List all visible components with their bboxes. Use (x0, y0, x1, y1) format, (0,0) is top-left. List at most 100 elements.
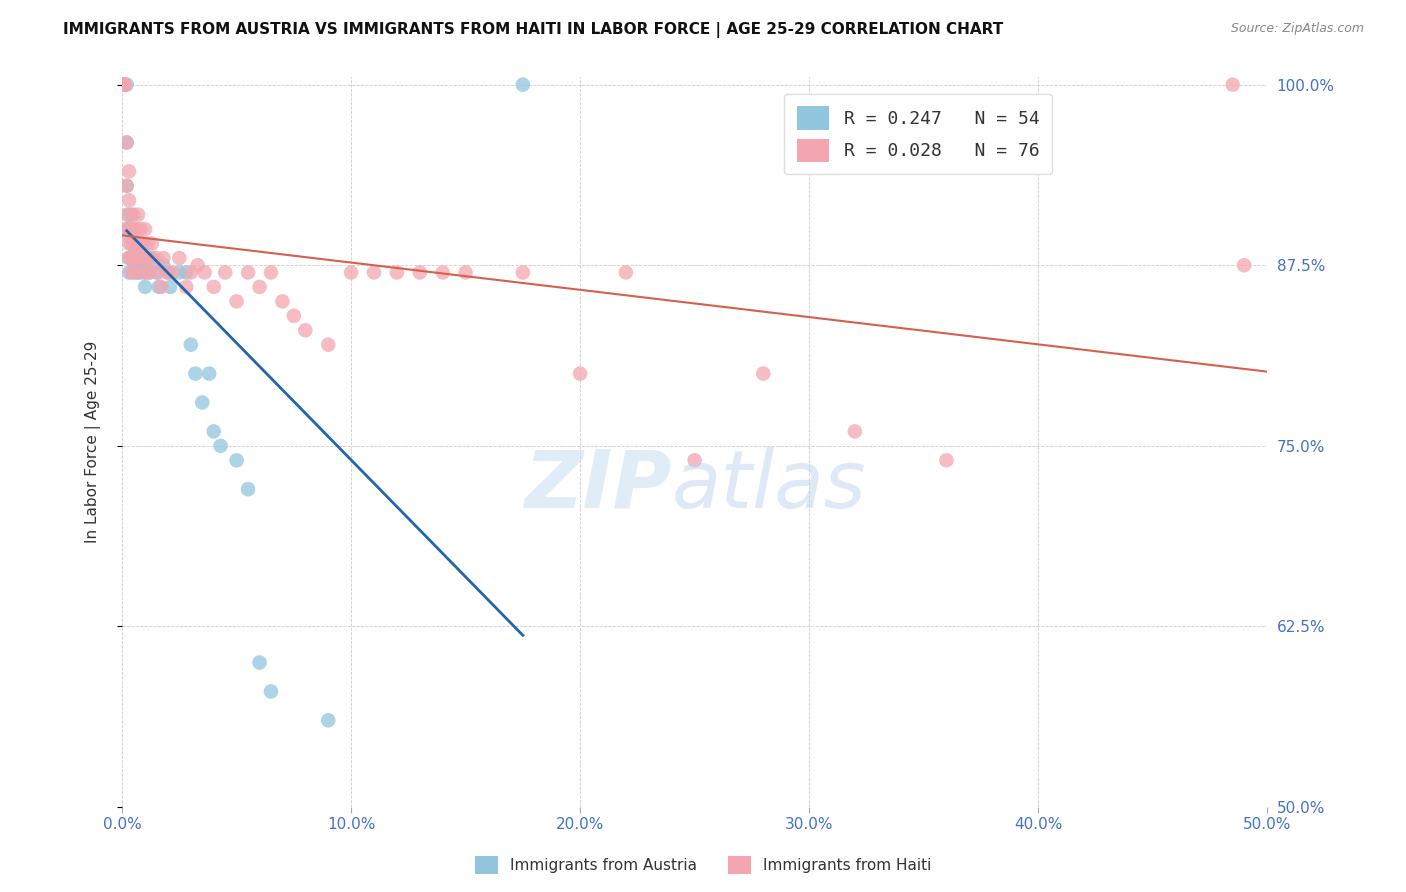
Point (120, 251, 142, 265)
Point (134, 265, 156, 279)
Point (122, 265, 145, 279)
Point (260, 265, 283, 279)
Point (115, 178, 138, 193)
Point (683, 453, 706, 467)
Point (125, 258, 148, 272)
Point (569, 367, 592, 381)
Point (236, 265, 259, 279)
Point (512, 78, 534, 92)
Point (112, 78, 135, 92)
Point (249, 280, 271, 294)
Point (454, 265, 477, 279)
Point (118, 222, 141, 236)
Point (118, 251, 141, 265)
Point (112, 78, 135, 92)
Point (363, 265, 385, 279)
Y-axis label: In Labor Force | Age 25-29: In Labor Force | Age 25-29 (86, 341, 101, 543)
Point (138, 265, 160, 279)
Point (127, 265, 149, 279)
Text: atlas: atlas (672, 447, 866, 525)
Point (169, 251, 191, 265)
Point (127, 236, 149, 251)
Point (118, 164, 141, 178)
Point (191, 395, 214, 409)
Point (141, 236, 163, 251)
Point (112, 78, 135, 92)
Point (118, 229, 141, 244)
Point (180, 337, 202, 351)
Point (134, 251, 156, 265)
Point (152, 258, 174, 272)
Point (129, 222, 152, 236)
Point (112, 78, 135, 92)
Point (209, 439, 232, 453)
Point (122, 222, 145, 236)
Point (118, 208, 141, 222)
Point (122, 251, 145, 265)
Point (225, 453, 247, 467)
Point (122, 208, 145, 222)
Legend: R = 0.247   N = 54, R = 0.028   N = 76: R = 0.247 N = 54, R = 0.028 N = 76 (785, 94, 1052, 175)
Point (118, 265, 141, 279)
Point (316, 714, 339, 728)
Point (1222, 78, 1244, 92)
Point (180, 265, 202, 279)
Point (120, 236, 142, 251)
Point (156, 265, 179, 279)
Point (125, 222, 148, 236)
Point (132, 258, 155, 272)
Point (150, 280, 173, 294)
Point (148, 265, 170, 279)
Point (112, 78, 135, 92)
Point (385, 265, 408, 279)
Point (174, 265, 197, 279)
Point (129, 251, 152, 265)
Point (115, 208, 138, 222)
Point (127, 251, 149, 265)
Point (120, 265, 142, 279)
Text: ZIP: ZIP (524, 447, 672, 525)
Point (432, 265, 454, 279)
Point (148, 280, 170, 294)
Point (169, 265, 191, 279)
Point (145, 251, 167, 265)
Point (115, 222, 138, 236)
Point (132, 251, 155, 265)
Point (202, 280, 225, 294)
Text: IMMIGRANTS FROM AUSTRIA VS IMMIGRANTS FROM HAITI IN LABOR FORCE | AGE 25-29 CORR: IMMIGRANTS FROM AUSTRIA VS IMMIGRANTS FR… (63, 22, 1004, 38)
Point (115, 78, 138, 92)
Point (112, 78, 135, 92)
Point (340, 265, 363, 279)
Point (132, 236, 155, 251)
Point (198, 367, 221, 381)
Point (283, 309, 305, 323)
Point (174, 280, 197, 294)
Point (138, 251, 160, 265)
Point (112, 78, 135, 92)
Point (236, 482, 259, 496)
Point (129, 236, 152, 251)
Point (162, 265, 184, 279)
Point (159, 280, 181, 294)
Legend: Immigrants from Austria, Immigrants from Haiti: Immigrants from Austria, Immigrants from… (468, 850, 938, 880)
Point (115, 178, 138, 193)
Point (1233, 258, 1256, 272)
Point (134, 265, 156, 279)
Point (225, 294, 247, 309)
Point (125, 244, 148, 258)
Point (136, 236, 159, 251)
Point (752, 367, 775, 381)
Point (129, 251, 152, 265)
Point (294, 323, 316, 337)
Point (935, 453, 957, 467)
Point (115, 136, 138, 150)
Point (120, 208, 142, 222)
Point (112, 78, 135, 92)
Point (844, 425, 866, 439)
Point (152, 251, 174, 265)
Point (120, 251, 142, 265)
Point (129, 265, 152, 279)
Point (120, 222, 142, 236)
Point (112, 78, 135, 92)
Text: Source: ZipAtlas.com: Source: ZipAtlas.com (1230, 22, 1364, 36)
